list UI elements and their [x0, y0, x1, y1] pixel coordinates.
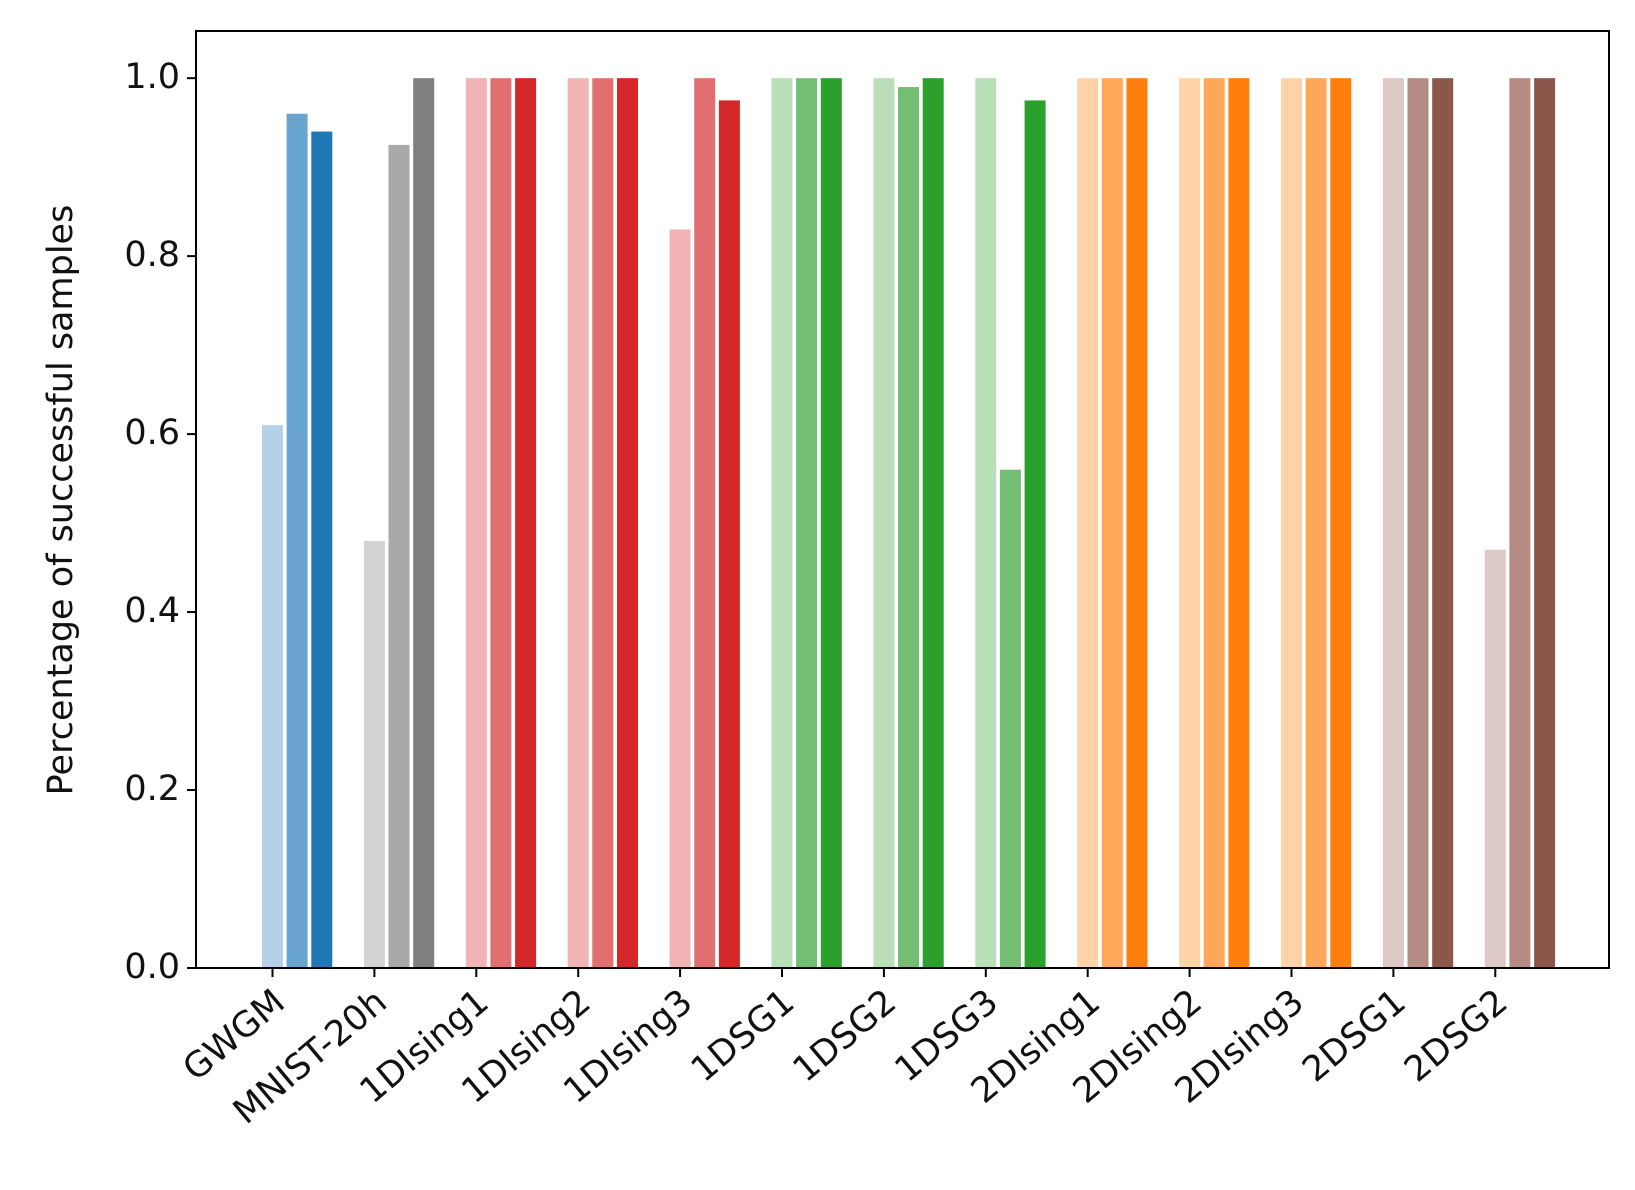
y-tick-label: 0.6	[124, 413, 180, 453]
bar	[694, 78, 716, 969]
bar	[1432, 78, 1454, 969]
x-tick-label: 2DSG1	[1295, 982, 1413, 1090]
bar	[1305, 78, 1327, 969]
x-tick-label: 2DSG2	[1397, 982, 1515, 1090]
bar	[669, 229, 691, 969]
plot-frame	[195, 30, 1610, 969]
bar	[1509, 78, 1531, 969]
y-tick-label: 1.0	[124, 57, 180, 97]
y-tick-label: 0.2	[124, 769, 180, 809]
bar	[820, 78, 842, 969]
bar	[465, 78, 487, 969]
bar	[617, 78, 638, 969]
bar	[1228, 78, 1250, 969]
bar	[1126, 78, 1148, 969]
bar	[1024, 100, 1046, 968]
y-tick-label: 0.8	[124, 235, 180, 275]
bar	[1281, 78, 1302, 969]
bar	[567, 78, 589, 969]
bar	[490, 78, 512, 969]
y-axis-label: Percentage of successful samples	[41, 205, 81, 796]
bar	[286, 113, 308, 968]
bar	[975, 78, 997, 969]
bar	[363, 540, 385, 968]
bar	[413, 78, 435, 969]
y-tick-label: 0.4	[124, 591, 180, 631]
bar	[311, 131, 333, 968]
bar	[1330, 78, 1352, 969]
bar	[898, 87, 919, 969]
bar	[796, 78, 818, 969]
bar	[771, 78, 793, 969]
x-tick-label: 1DSG2	[786, 982, 904, 1090]
bar	[388, 144, 410, 968]
bar	[1534, 78, 1556, 969]
bar	[1179, 78, 1201, 969]
bar	[1382, 78, 1404, 969]
bar	[1077, 78, 1099, 969]
x-tick-label: 1DSG1	[684, 982, 802, 1090]
bar	[592, 78, 614, 969]
bar	[1101, 78, 1123, 969]
bar	[1203, 78, 1225, 969]
bar	[262, 425, 283, 968]
y-tick-label: 0.0	[124, 947, 180, 987]
bar	[718, 100, 740, 968]
bar	[515, 78, 537, 969]
bar	[999, 469, 1021, 968]
bar	[1484, 549, 1506, 968]
bar	[1407, 78, 1429, 969]
bar	[922, 78, 944, 969]
bar	[873, 78, 895, 969]
